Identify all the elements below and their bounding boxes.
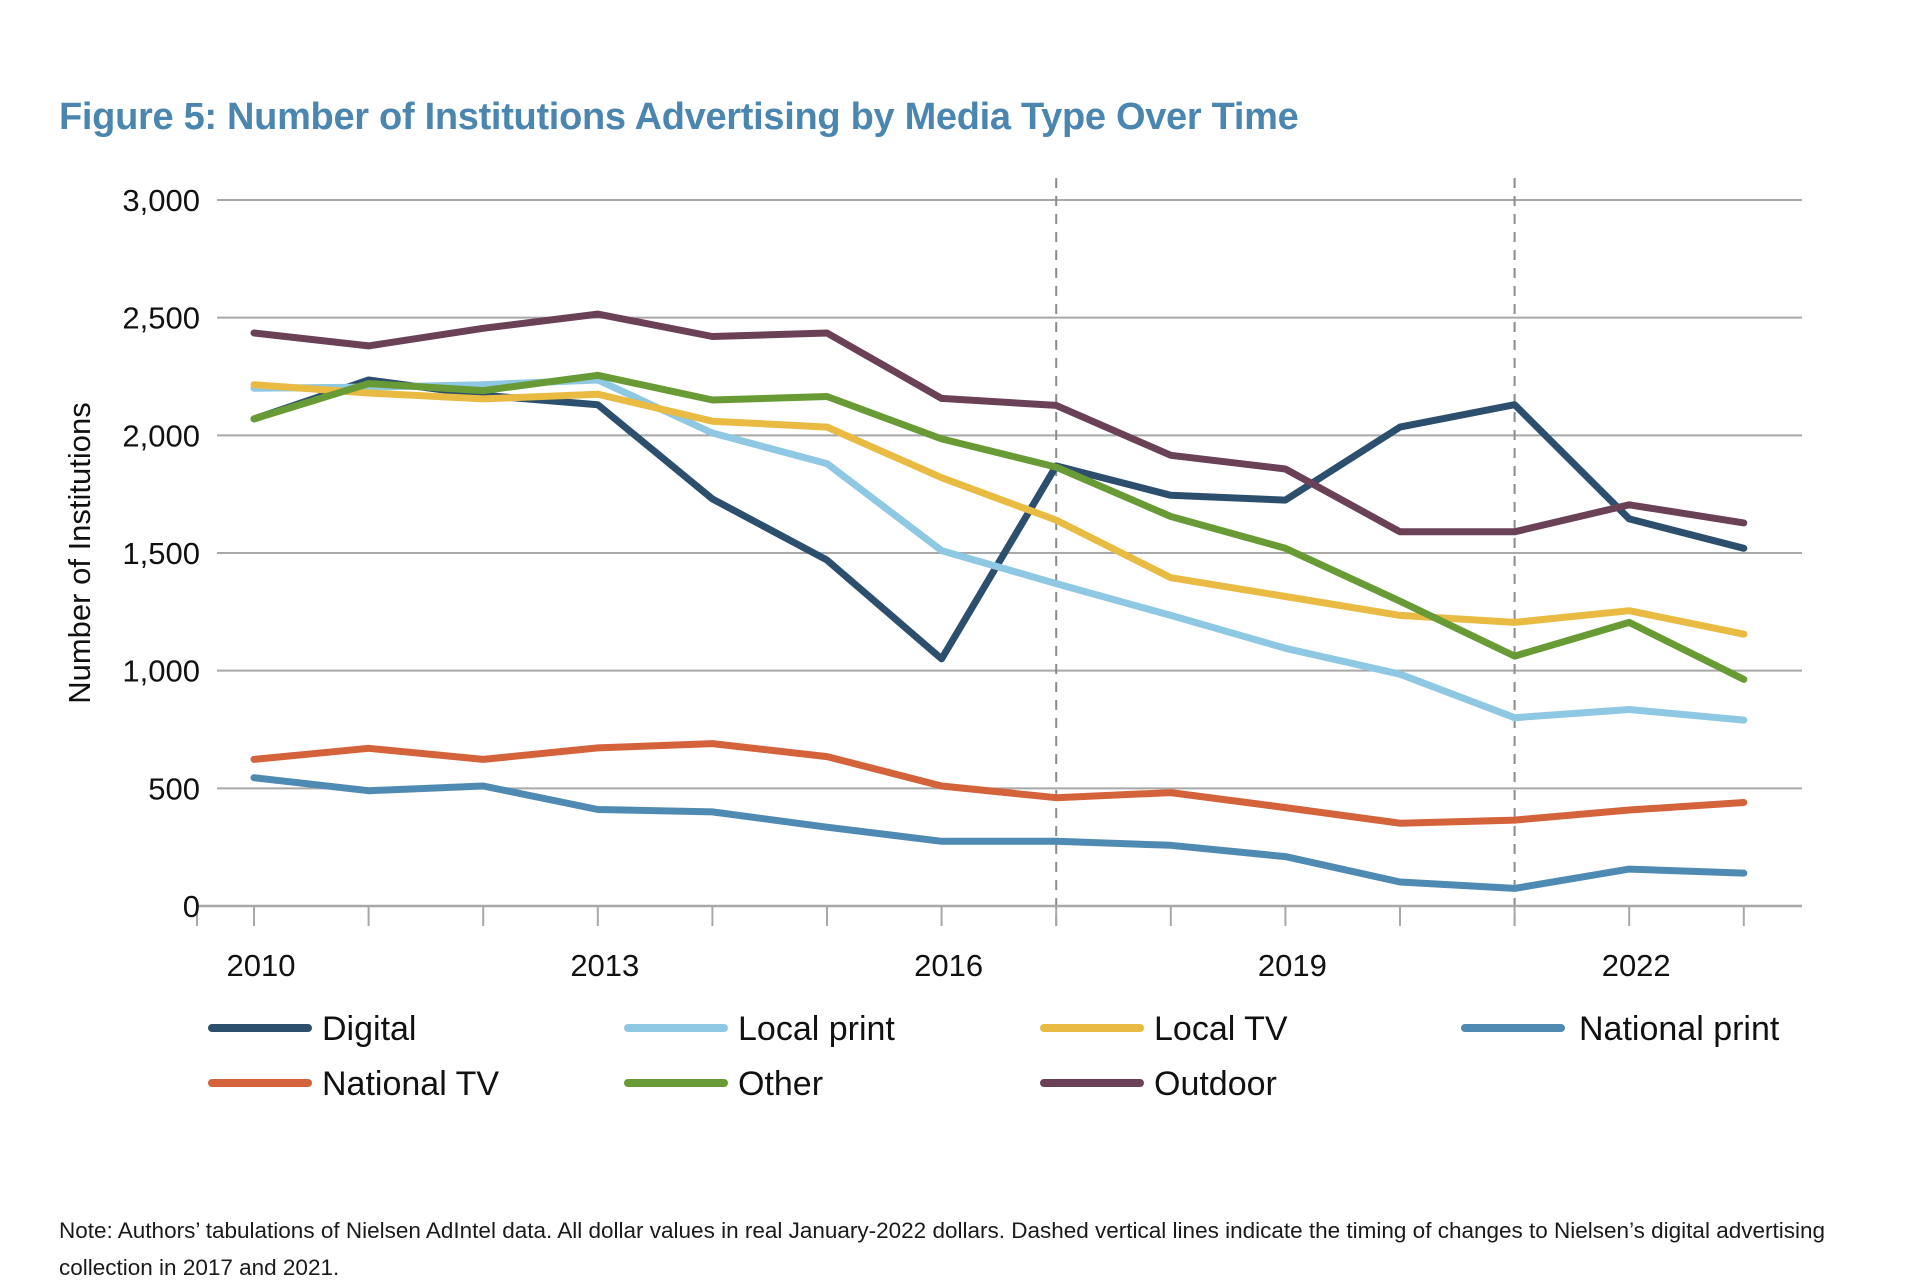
legend-label: Digital [322,1010,416,1048]
series-line-local-print [250,376,1748,724]
y-tick-label: 0 [183,889,200,924]
legend: Digital Local print Local TV National print… [208,1010,1780,1103]
y-tick-label: 1,000 [122,654,200,689]
x-axis [196,904,1802,926]
legend-label: National print [1579,1010,1780,1048]
y-tick-label: 500 [148,771,200,806]
legend-label: National TV [322,1065,499,1103]
y-axis-label: Number of Institutions [62,402,97,704]
y-axis-tick-labels: 0 500 1,000 1,500 2,000 2,500 3,000 [122,183,200,924]
legend-item: Outdoor [1040,1065,1277,1103]
x-axis-tick-labels: 2010 2013 2016 2019 2022 [227,948,1671,983]
series-line-outdoor [250,310,1748,536]
series-line-other [250,371,1748,683]
x-tick-label: 2019 [1258,948,1327,983]
legend-item: Other [624,1065,823,1103]
series-line-national-tv [250,740,1748,827]
y-tick-label: 2,500 [122,301,200,336]
legend-label: Local TV [1154,1010,1288,1048]
figure-note: Note: Authors’ tabulations of Nielsen Ad… [59,1218,1826,1280]
y-tick-label: 1,500 [122,536,200,571]
legend-item: Local TV [1040,1010,1288,1048]
legend-item: National print [1461,1010,1780,1048]
legend-label: Outdoor [1154,1065,1277,1103]
x-tick-label: 2010 [227,948,296,983]
chart-title: Figure 5: Number of Institutions Adverti… [59,96,1299,138]
legend-item: National TV [208,1065,499,1103]
x-tick-label: 2022 [1602,948,1671,983]
y-tick-label: 3,000 [122,183,200,218]
series-line-digital [250,376,1748,663]
x-tick-label: 2016 [914,948,983,983]
series-lines [250,310,1748,892]
legend-item: Local print [624,1010,895,1048]
legend-label: Other [738,1065,823,1103]
series-line-local-tv [250,381,1748,638]
gridlines [217,199,1802,790]
legend-item: Digital [208,1010,416,1048]
legend-label: Local print [738,1010,895,1048]
y-tick-label: 2,000 [122,418,200,453]
series-line-national-print [250,774,1748,892]
x-tick-label: 2013 [570,948,639,983]
